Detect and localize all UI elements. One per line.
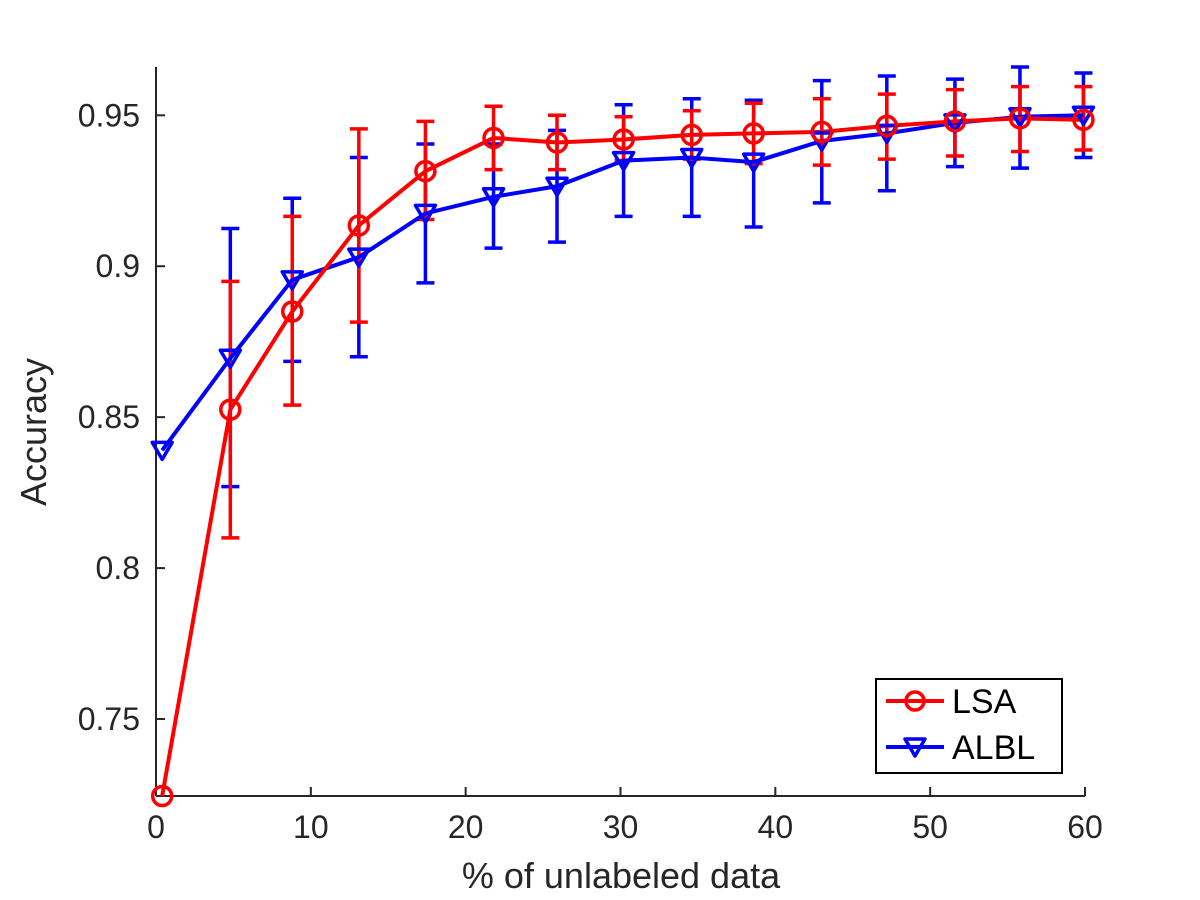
lsa-point xyxy=(1072,108,1095,132)
x-axis-label: % of unlabeled data xyxy=(462,855,781,896)
lsa-point xyxy=(545,131,569,154)
albl-point xyxy=(741,152,766,173)
x-tick-label: 30 xyxy=(603,809,639,845)
legend: LSA ALBL xyxy=(875,678,1063,774)
albl-point xyxy=(413,203,438,225)
albl-point xyxy=(218,348,243,370)
x-tick-label: 20 xyxy=(448,809,484,845)
series-lines xyxy=(160,113,1084,797)
series-markers xyxy=(150,105,1096,808)
lsa-point xyxy=(347,214,371,237)
lsa-point xyxy=(612,128,635,151)
albl-point xyxy=(481,187,506,208)
lsa-point xyxy=(281,300,304,323)
lsa-point xyxy=(219,398,242,421)
albl-point xyxy=(679,147,704,169)
lsa-point xyxy=(810,120,834,144)
legend-albl-label: ALBL xyxy=(952,729,1035,767)
albl-point xyxy=(545,176,569,197)
x-tick-label: 10 xyxy=(293,809,329,845)
y-tick-label: 0.9 xyxy=(96,248,140,284)
y-tick-label: 0.8 xyxy=(96,550,140,586)
legend-lsa-label: LSA xyxy=(952,683,1017,721)
y-tick-label: 0.75 xyxy=(78,701,140,737)
lsa-point xyxy=(742,122,765,145)
x-tick-label: 40 xyxy=(758,809,794,845)
lsa-point xyxy=(482,126,505,150)
y-tick-label: 0.85 xyxy=(78,399,140,435)
albl-point xyxy=(943,113,967,134)
albl-point xyxy=(347,247,371,268)
albl-line xyxy=(160,113,1084,452)
lsa-point xyxy=(414,159,437,183)
legend-lsa-marker xyxy=(904,690,926,712)
albl-point xyxy=(611,150,636,172)
legend-albl-marker xyxy=(903,737,927,758)
lsa-line xyxy=(160,116,1084,797)
x-tick-label: 50 xyxy=(912,809,948,845)
albl-point xyxy=(280,270,305,291)
x-tick-label: 60 xyxy=(1067,809,1103,845)
lsa-point xyxy=(150,784,174,808)
albl-point xyxy=(1071,105,1096,127)
lsa-point xyxy=(943,110,967,133)
lsa-point xyxy=(875,114,899,138)
lsa-point xyxy=(1008,107,1032,130)
x-tick-label: 0 xyxy=(147,809,165,845)
albl-point xyxy=(150,440,174,462)
y-tick-label: 0.95 xyxy=(78,97,140,133)
y-axis-label: Accuracy xyxy=(13,358,54,506)
axes: 0 10 20 30 40 50 60 0.75 0.8 0.85 0.9 0.95 xyxy=(78,67,1103,845)
lsa-point xyxy=(680,123,703,147)
